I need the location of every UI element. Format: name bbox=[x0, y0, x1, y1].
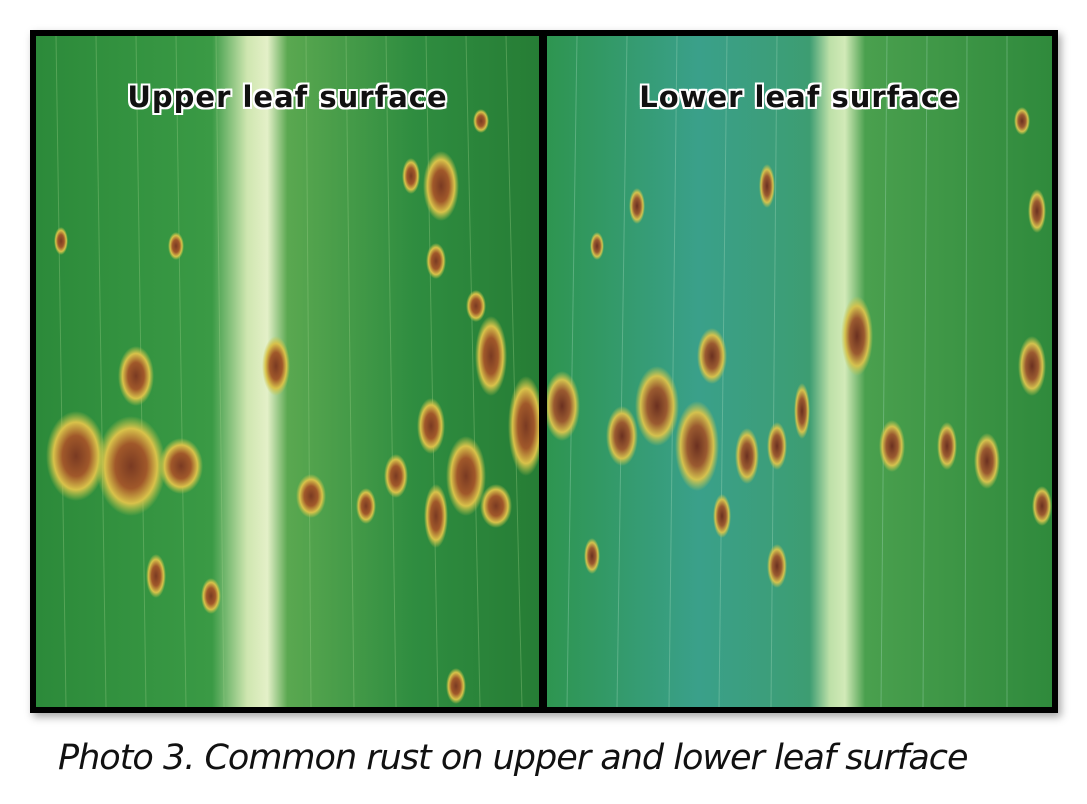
photo-frame: Upper leaf surface bbox=[30, 30, 1058, 713]
upper-leaf-photo: Upper leaf surface bbox=[36, 36, 539, 707]
lower-leaf-label: Lower leaf surface bbox=[639, 80, 960, 114]
lower-leaf-image bbox=[547, 36, 1052, 707]
lower-leaf-photo: Lower leaf surface bbox=[547, 36, 1052, 707]
upper-leaf-image bbox=[36, 36, 539, 707]
upper-leaf-label: Upper leaf surface bbox=[127, 80, 448, 114]
photo-caption: Photo 3. Common rust on upper and lower … bbox=[58, 738, 969, 778]
